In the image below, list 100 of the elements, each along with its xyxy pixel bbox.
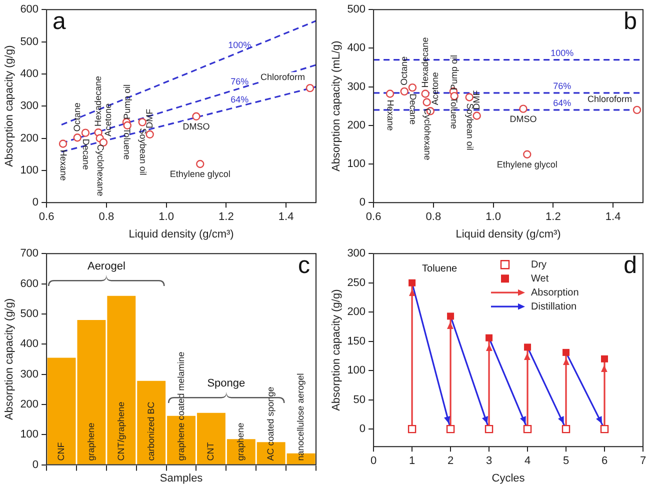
point [386, 90, 394, 98]
legend-label: Dry [531, 259, 547, 270]
y-tick-label: 500 [347, 4, 366, 16]
point [562, 348, 570, 356]
x-axis-title: Liquid density (g/cm³) [456, 228, 561, 240]
x-tick-label: 1.4 [278, 211, 294, 224]
category-label: CNF [56, 442, 66, 461]
x-tick-label: 0.6 [38, 211, 54, 224]
annotation: Acetone [102, 103, 113, 136]
x-tick-label: 0.6 [366, 211, 382, 224]
x-tick-label: 2 [447, 455, 454, 468]
category-label: graphene [86, 422, 96, 461]
y-tick-label: 100 [20, 428, 39, 441]
series-label: 76% [230, 76, 249, 86]
point [486, 334, 493, 342]
annotation: Soybean oil [464, 103, 475, 150]
annotation: Cyclohexane [422, 108, 432, 160]
annotation: DMSO [510, 114, 537, 124]
annotation: Chloroform [587, 94, 632, 104]
series-label: 100% [228, 40, 252, 50]
annotation: Toluene [122, 128, 132, 160]
point [306, 84, 314, 92]
x-tick-label: 5 [562, 455, 570, 468]
y-tick-label: 200 [20, 132, 39, 144]
point [408, 424, 416, 434]
y-tick-label: 300 [347, 248, 366, 260]
y-axis-title: Absorption capacity (g/g) [330, 289, 343, 411]
series-label: 100% [550, 48, 574, 58]
y-tick-label: 600 [20, 278, 39, 290]
x-tick-label: 1.2 [546, 211, 561, 224]
annotation: Decane [80, 138, 91, 170]
y-tick-label: 400 [20, 338, 39, 350]
y-tick-label: 300 [20, 368, 39, 380]
x-axis-title: Samples [160, 472, 204, 484]
y-tick-label: 50 [353, 394, 366, 406]
annotation: Chloroform [260, 72, 306, 82]
point [600, 424, 609, 434]
y-axis-title: Absorption capacity (g/g) [4, 45, 16, 167]
x-tick-label: 1.4 [605, 211, 621, 224]
x-tick-label: 4 [524, 455, 531, 468]
point [465, 93, 474, 102]
y-tick-label: 100 [347, 158, 366, 170]
annotation: Hexane [386, 100, 396, 131]
point [138, 118, 146, 126]
x-tick-label: 1.0 [158, 211, 174, 224]
y-axis-title: Absorption capacity (mL/g) [330, 40, 343, 172]
point [523, 424, 532, 434]
point [519, 104, 528, 113]
annotation: d [624, 252, 637, 280]
category-label: CNT [206, 442, 216, 461]
x-tick-label: 1 [408, 455, 416, 468]
point [408, 83, 417, 92]
legend-label: Wet [531, 273, 549, 284]
y-tick-label: 0 [32, 196, 39, 209]
point [400, 87, 408, 96]
category-label: AC coated sponge [266, 386, 276, 461]
y-tick-label: 200 [20, 398, 39, 410]
y-tick-label: 700 [20, 248, 39, 260]
y-tick-label: 200 [347, 306, 366, 318]
annotation: c [298, 252, 310, 280]
point [524, 344, 532, 351]
x-tick-label: 0.8 [98, 211, 114, 224]
x-tick-label: 3 [486, 455, 492, 468]
x-tick-label: 0.8 [426, 211, 442, 224]
y-tick-label: 500 [20, 36, 39, 48]
legend-label: Distillation [531, 301, 577, 312]
annotation: Ethylene glycol [170, 168, 230, 179]
y-tick-label: 400 [347, 42, 366, 54]
point [447, 312, 454, 320]
annotation: DMSO [182, 121, 210, 132]
y-tick-label: 600 [20, 4, 39, 16]
annotation: a [52, 8, 67, 36]
x-axis-title: Cycles [492, 472, 526, 484]
y-tick-label: 150 [347, 335, 366, 348]
category-label: carbonized BC [146, 402, 156, 461]
annotation: Ethylene glycol [496, 159, 558, 170]
legend-label: Absorption [531, 287, 579, 298]
annotation: Decane [408, 94, 418, 125]
point [446, 424, 455, 434]
y-tick-label: 0 [359, 196, 366, 209]
point [196, 160, 204, 168]
category-label: CNT/graphene [116, 402, 126, 461]
category-label: nanocellulose aerogel [296, 373, 306, 461]
point [421, 90, 430, 98]
y-tick-label: 300 [347, 80, 366, 93]
y-axis-title: Absorption capacity (g/g) [4, 298, 16, 420]
annotation: Sponge [207, 377, 246, 390]
y-tick-label: 100 [20, 164, 39, 176]
point [523, 150, 532, 158]
x-axis-title: Liquid density (g/cm³) [128, 228, 234, 240]
annotation: Soybean oil [138, 128, 148, 176]
y-tick-label: 400 [20, 68, 39, 80]
point [192, 112, 200, 120]
category-label: graphene [236, 422, 246, 461]
point [562, 424, 570, 434]
y-tick-label: 300 [20, 100, 39, 112]
series-label: 64% [553, 98, 572, 108]
x-tick-label: 1.0 [486, 211, 501, 224]
annotation: Cyclohexane [95, 144, 106, 196]
annotation: DMF [144, 108, 154, 128]
